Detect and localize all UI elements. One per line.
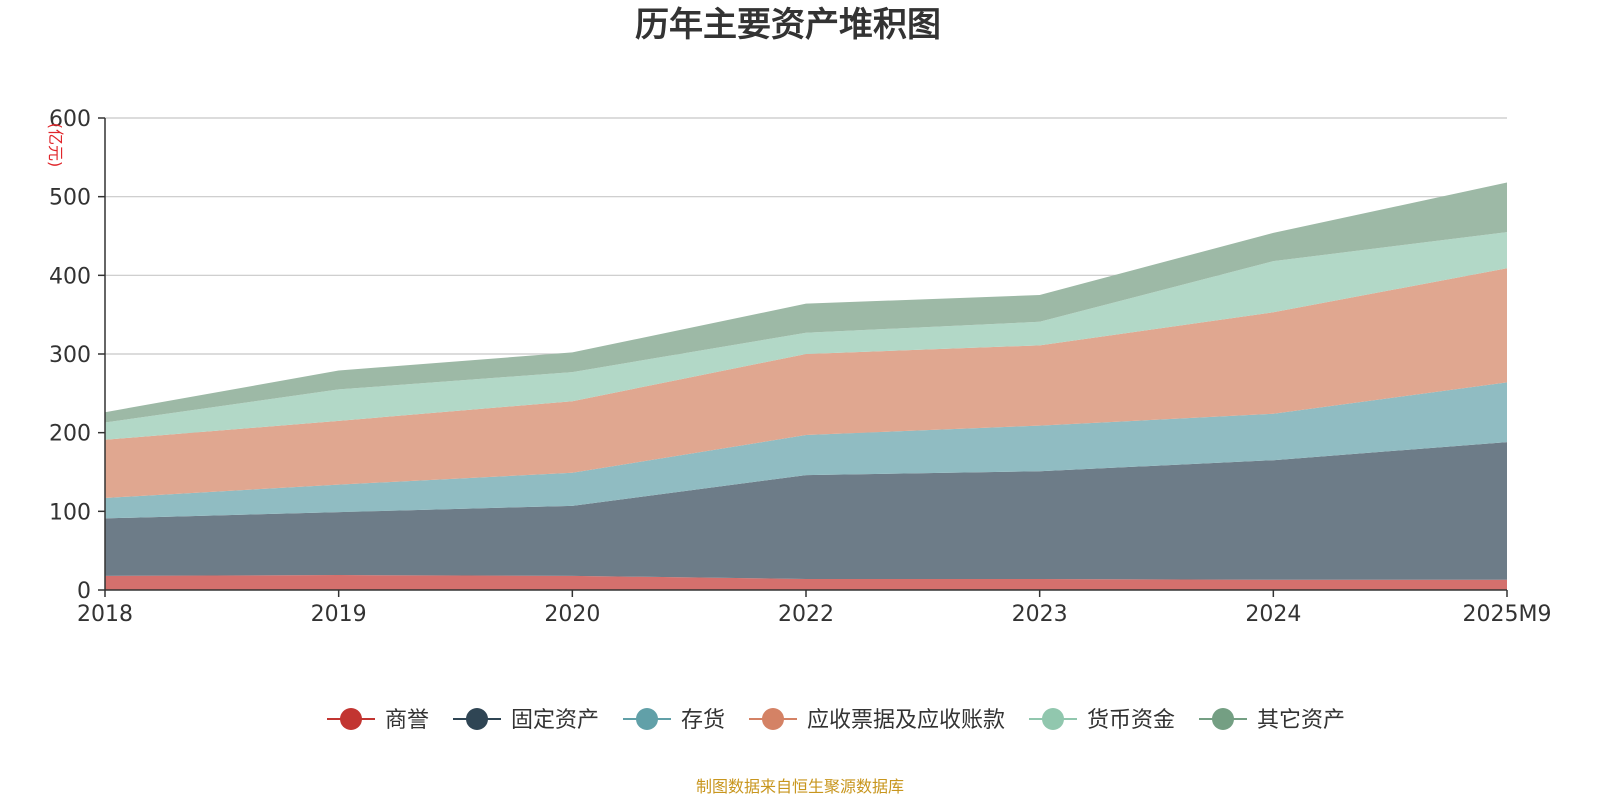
y-tick-label: 300 xyxy=(49,343,91,368)
y-tick-label: 200 xyxy=(49,422,91,447)
legend-circle-marker xyxy=(340,708,362,730)
legend-item[interactable]: 应收票据及应收账款 xyxy=(749,708,1005,733)
legend-item[interactable]: 固定资产 xyxy=(453,708,599,733)
area-series xyxy=(105,182,1507,590)
source-note: 制图数据来自恒生聚源数据库 xyxy=(696,777,904,796)
x-tick-label: 2024 xyxy=(1245,602,1301,627)
legend: 商誉 固定资产 存货 应收票据及应收账款 货币资金 其它资产 xyxy=(327,708,1345,733)
x-tick-label: 2025M9 xyxy=(1463,602,1552,627)
y-tick-label: 400 xyxy=(49,264,91,289)
y-tick-label: 0 xyxy=(77,579,91,604)
legend-circle-marker xyxy=(466,708,488,730)
y-ticks: 0 100 200 300 400 500 600 xyxy=(49,107,105,604)
y-tick-label: 100 xyxy=(49,500,91,525)
x-tick-label: 2022 xyxy=(778,602,834,627)
chart-title: 历年主要资产堆积图 xyxy=(635,5,941,45)
x-tick-label: 2019 xyxy=(311,602,367,627)
area-series-5 xyxy=(105,232,1507,440)
legend-label: 其它资产 xyxy=(1257,708,1345,733)
x-tick-label: 2023 xyxy=(1012,602,1068,627)
legend-circle-marker xyxy=(1042,708,1064,730)
y-axis-unit-label: (亿元) xyxy=(46,123,65,168)
legend-label: 存货 xyxy=(681,708,725,733)
area-series-4 xyxy=(105,268,1507,498)
y-tick-label: 500 xyxy=(49,186,91,211)
area-series-2 xyxy=(105,442,1507,580)
legend-item[interactable]: 商誉 xyxy=(327,708,429,733)
legend-item[interactable]: 存货 xyxy=(623,708,725,733)
area-series-6 xyxy=(105,182,1507,423)
legend-circle-marker xyxy=(1212,708,1234,730)
legend-label: 货币资金 xyxy=(1087,708,1175,733)
x-ticks: 2018 2019 2020 2022 2023 2024 2025M9 xyxy=(77,590,1551,627)
legend-circle-marker xyxy=(636,708,658,730)
legend-circle-marker xyxy=(762,708,784,730)
legend-label: 固定资产 xyxy=(511,708,599,733)
x-tick-label: 2020 xyxy=(544,602,600,627)
legend-item[interactable]: 其它资产 xyxy=(1199,708,1345,733)
x-tick-label: 2018 xyxy=(77,602,133,627)
legend-item[interactable]: 货币资金 xyxy=(1029,708,1175,733)
y-tick-label: 600 xyxy=(49,107,91,132)
area-series-3 xyxy=(105,382,1507,519)
legend-label: 商誉 xyxy=(385,708,429,733)
area-series-1 xyxy=(105,575,1507,590)
legend-label: 应收票据及应收账款 xyxy=(807,708,1005,733)
